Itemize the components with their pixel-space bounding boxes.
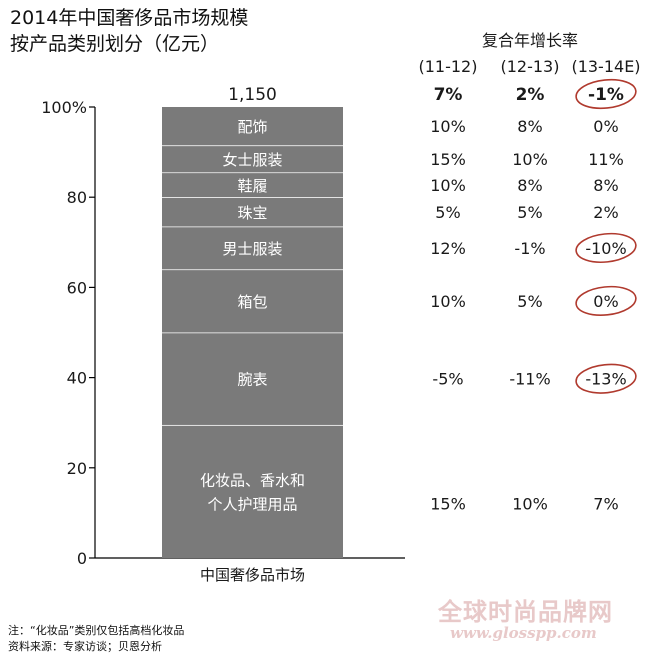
segment-label-line: 化妆品、香水和 — [200, 471, 305, 489]
bar-total-label: 1,150 — [228, 85, 277, 105]
cagr-value: 5% — [517, 203, 542, 222]
y-tick-label: 40 — [67, 369, 87, 388]
x-category-label: 中国奢侈品市场 — [200, 566, 305, 584]
segment-label-line: 鞋履 — [237, 177, 267, 195]
cagr-period-label: (13-14E) — [571, 57, 640, 76]
cagr-value: 5% — [435, 203, 460, 222]
bar-segment — [162, 107, 343, 146]
cagr-value: -13% — [585, 370, 626, 389]
segment-label-line: 箱包 — [237, 293, 267, 311]
segment-label: 女士服装 — [222, 151, 282, 169]
segment-label-line: 配饰 — [237, 118, 267, 136]
highlight-circle — [575, 285, 637, 317]
segment-label: 箱包 — [237, 293, 267, 311]
y-tick-label: 80 — [67, 188, 87, 207]
cagr-value: 7% — [593, 494, 618, 513]
cagr-value: -11% — [509, 370, 550, 389]
bar-segment — [162, 172, 343, 198]
bar-segment — [162, 424, 343, 558]
highlight-circle — [575, 78, 637, 110]
segment-label-line: 腕表 — [237, 371, 267, 389]
segment-label-line: 珠宝 — [237, 204, 267, 222]
cagr-header: 复合年增长率 — [482, 31, 578, 50]
y-tick-label: 20 — [67, 459, 87, 478]
cagr-value: 15% — [430, 150, 466, 169]
cagr-total-value: -1% — [588, 85, 624, 105]
cagr-value: 11% — [588, 150, 624, 169]
cagr-value: 12% — [430, 239, 466, 258]
chart-subtitle: 按产品类别划分（亿元） — [10, 33, 220, 55]
cagr-total-value: 7% — [434, 85, 463, 105]
cagr-value: 5% — [517, 292, 542, 311]
y-tick-label: 60 — [67, 278, 87, 297]
cagr-value: 8% — [517, 117, 542, 136]
bar-segment — [162, 269, 343, 333]
segment-label: 化妆品、香水和个人护理用品 — [200, 471, 305, 513]
cagr-total-value: 2% — [516, 85, 545, 105]
y-tick-label: 100% — [41, 98, 87, 117]
segment-label: 鞋履 — [237, 177, 267, 195]
segment-label-line: 女士服装 — [222, 151, 282, 169]
cagr-period-label: (11-12) — [419, 57, 478, 76]
bar-segment — [162, 145, 343, 173]
segment-label: 男士服装 — [222, 240, 282, 258]
cagr-value: 8% — [593, 176, 618, 195]
cagr-value: 10% — [512, 150, 548, 169]
highlight-circle — [575, 232, 637, 264]
cagr-value: 0% — [593, 117, 618, 136]
y-tick-label: 0 — [77, 549, 87, 568]
segment-label: 珠宝 — [237, 204, 267, 222]
cagr-value: 8% — [517, 176, 542, 195]
cagr-value: 10% — [430, 176, 466, 195]
watermark-text: 全球时尚品牌网 — [438, 597, 613, 626]
segment-label: 腕表 — [237, 371, 267, 389]
footnote: 注：“化妆品”类别仅包括高档化妆品 — [8, 624, 185, 637]
cagr-value: 15% — [430, 494, 466, 513]
cagr-value: -5% — [432, 370, 463, 389]
cagr-value: -10% — [585, 239, 626, 258]
segment-label-line: 男士服装 — [222, 240, 282, 258]
watermark-url: www.glosspp.com — [450, 624, 597, 642]
cagr-value: -1% — [514, 239, 545, 258]
source-note: 资料来源：专家访谈；贝恩分析 — [8, 640, 162, 653]
bar-segment — [162, 197, 343, 227]
cagr-value: 2% — [593, 203, 618, 222]
cagr-value: 10% — [512, 494, 548, 513]
cagr-value: 10% — [430, 292, 466, 311]
bar-segment — [162, 332, 343, 425]
cagr-value: 0% — [593, 292, 618, 311]
highlight-circle — [575, 363, 637, 394]
segment-label: 配饰 — [237, 118, 267, 136]
segment-label-line: 个人护理用品 — [207, 495, 297, 513]
chart-title: 2014年中国奢侈品市场规模 — [10, 7, 249, 29]
cagr-value: 10% — [430, 117, 466, 136]
bar-segment — [162, 226, 343, 270]
cagr-period-label: (12-13) — [501, 57, 560, 76]
